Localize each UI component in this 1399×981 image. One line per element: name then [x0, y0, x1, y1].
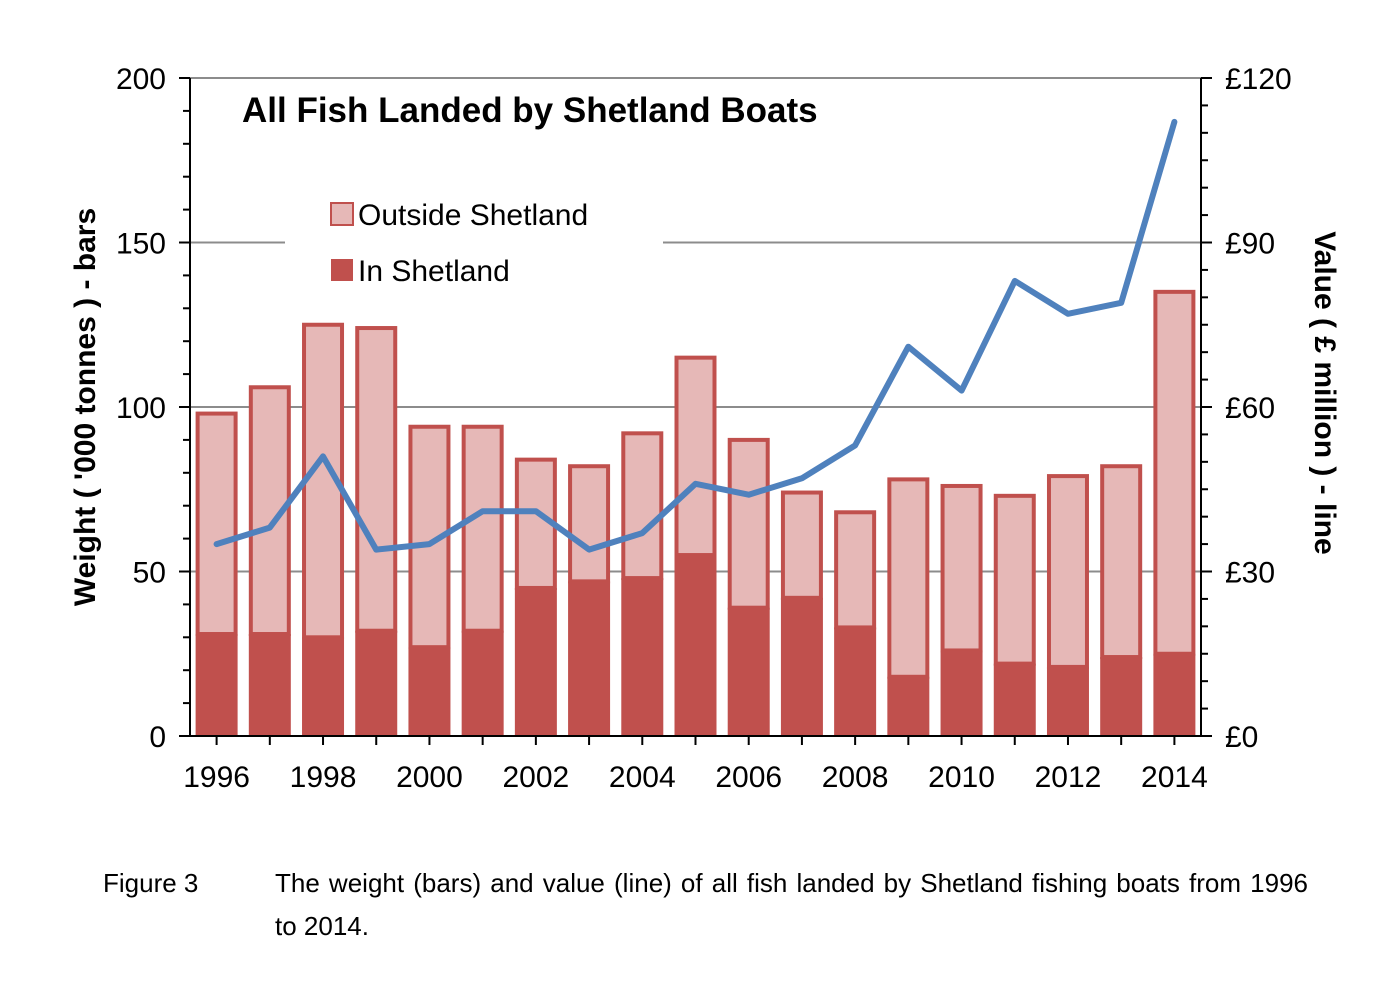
bar-outside-shetland-2006: [727, 437, 770, 610]
bar-outside-shetland-1996: [195, 411, 238, 637]
bar-in-shetland-2000: [408, 647, 451, 736]
x-tick-label-2010: 2010: [928, 761, 995, 794]
bar-in-shetland-2001: [461, 630, 504, 736]
x-tick-label-2014: 2014: [1141, 761, 1208, 794]
y-tick-label-50: 50: [133, 557, 166, 590]
bars: [195, 289, 1196, 736]
x-tick-label-2002: 2002: [502, 761, 569, 794]
y2-tick-label-0: £0: [1225, 721, 1258, 754]
bar-outside-shetland-2003: [568, 464, 611, 584]
x-tick-label-2012: 2012: [1035, 761, 1102, 794]
legend-label-outside-shetland: Outside Shetland: [358, 199, 588, 232]
y-tick-label-100: 100: [116, 392, 166, 425]
y-tick-label-200: 200: [116, 63, 166, 96]
bar-in-shetland-1996: [195, 634, 238, 736]
x-tick-label-1998: 1998: [290, 761, 357, 794]
y2-tick-label-30: £30: [1225, 557, 1275, 590]
chart-title: All Fish Landed by Shetland Boats: [242, 91, 818, 130]
x-tick-label-2006: 2006: [715, 761, 782, 794]
bar-in-shetland-2014: [1153, 653, 1196, 736]
bar-in-shetland-2002: [514, 587, 557, 736]
bar-outside-shetland-2005: [674, 355, 717, 558]
bar-outside-shetland-2008: [834, 510, 877, 630]
bar-in-shetland-2012: [1046, 666, 1089, 736]
bar-in-shetland-2005: [674, 555, 717, 736]
bar-outside-shetland-2010: [940, 483, 983, 653]
y2-axis-label: Value ( £ million ) - line: [1308, 231, 1341, 554]
y2-tick-label-120: £120: [1225, 63, 1292, 96]
value-line: [213, 118, 1178, 553]
bar-in-shetland-1999: [355, 630, 398, 736]
caption-text: The weight (bars) and value (line) of al…: [275, 868, 1308, 941]
bar-in-shetland-1998: [302, 637, 345, 736]
x-tick-label-2008: 2008: [822, 761, 889, 794]
tick-labels: 0 50 100 150 200 £0 £30 £60 £90 £120 1996 1998 2000 2…: [116, 63, 1292, 794]
y-tick-label-0: 0: [149, 721, 166, 754]
bar-in-shetland-2006: [727, 607, 770, 736]
bar-outside-shetland-2004: [621, 431, 664, 581]
bar-in-shetland-2007: [780, 597, 823, 736]
bar-outside-shetland-2009: [887, 477, 930, 679]
y-axis-label: Weight ( '000 tonnes ) - bars: [69, 208, 102, 606]
bar-in-shetland-2010: [940, 650, 983, 736]
legend-swatch-outside-shetland: [330, 202, 354, 226]
y-tick-label-150: 150: [116, 228, 166, 261]
y2-tick-label-90: £90: [1225, 228, 1275, 261]
bar-in-shetland-2004: [621, 578, 664, 736]
bar-outside-shetland-2001: [461, 424, 504, 633]
legend-swatch-in-shetland: [331, 259, 353, 281]
bar-in-shetland-2009: [887, 676, 930, 736]
figure-caption: Figure 3 The weight (bars) and value (li…: [103, 862, 1308, 948]
bar-outside-shetland-2011: [993, 493, 1036, 666]
bar-in-shetland-2008: [834, 627, 877, 736]
bar-outside-shetland-1999: [355, 326, 398, 633]
bar-in-shetland-1997: [248, 634, 291, 736]
bar-in-shetland-2003: [568, 581, 611, 736]
legend-label-in-shetland: In Shetland: [358, 255, 510, 288]
value-line-path: [213, 118, 1178, 553]
bar-in-shetland-2011: [993, 663, 1036, 736]
x-tick-label-2004: 2004: [609, 761, 676, 794]
x-tick-label-1996: 1996: [183, 761, 250, 794]
caption-label: Figure 3: [103, 868, 199, 898]
bar-outside-shetland-2013: [1100, 464, 1143, 660]
axes: [179, 77, 1212, 745]
bar-outside-shetland-2007: [780, 490, 823, 600]
bar-outside-shetland-2014: [1153, 289, 1196, 656]
x-tick-label-2000: 2000: [396, 761, 463, 794]
bar-in-shetland-2013: [1100, 657, 1143, 736]
y2-tick-label-60: £60: [1225, 392, 1275, 425]
bar-outside-shetland-2012: [1046, 474, 1089, 669]
